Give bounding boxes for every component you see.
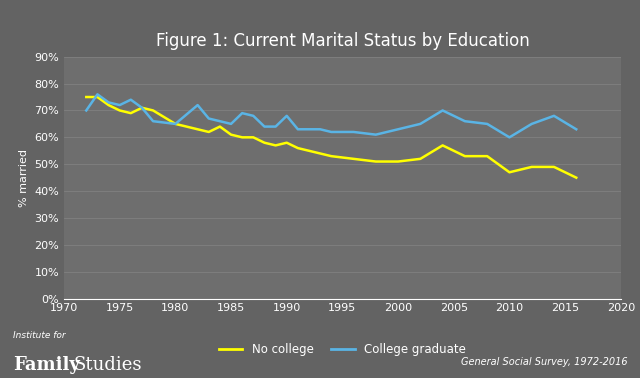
No college	[372, 159, 380, 164]
No college	[216, 124, 224, 129]
College graduate	[238, 111, 246, 115]
No college	[316, 151, 324, 156]
No college	[205, 130, 212, 134]
No college	[194, 127, 202, 132]
College graduate	[550, 113, 558, 118]
College graduate	[294, 127, 301, 132]
College graduate	[283, 113, 291, 118]
College graduate	[149, 119, 157, 124]
College graduate	[93, 92, 101, 97]
College graduate	[272, 124, 280, 129]
College graduate	[172, 122, 179, 126]
College graduate	[105, 100, 113, 105]
No college	[294, 146, 301, 150]
No college	[506, 170, 513, 175]
College graduate	[227, 122, 235, 126]
No college	[528, 165, 536, 169]
No college	[550, 165, 558, 169]
Line: No college: No college	[86, 97, 576, 178]
College graduate	[394, 127, 402, 132]
No college	[105, 103, 113, 107]
College graduate	[116, 103, 124, 107]
No college	[116, 108, 124, 113]
College graduate	[528, 122, 536, 126]
College graduate	[205, 116, 212, 121]
College graduate	[572, 127, 580, 132]
No college	[238, 135, 246, 139]
College graduate	[506, 135, 513, 139]
College graduate	[260, 124, 268, 129]
College graduate	[138, 105, 146, 110]
College graduate	[328, 130, 335, 134]
Title: Figure 1: Current Marital Status by Education: Figure 1: Current Marital Status by Educ…	[156, 32, 529, 50]
No college	[394, 159, 402, 164]
No college	[417, 156, 424, 161]
Text: Studies: Studies	[74, 356, 142, 374]
No college	[439, 143, 447, 148]
College graduate	[349, 130, 357, 134]
College graduate	[127, 98, 134, 102]
College graduate	[250, 113, 257, 118]
No college	[272, 143, 280, 148]
No college	[328, 154, 335, 158]
No college	[283, 141, 291, 145]
College graduate	[372, 132, 380, 137]
No college	[260, 141, 268, 145]
No college	[138, 105, 146, 110]
Text: Family: Family	[13, 356, 79, 374]
College graduate	[439, 108, 447, 113]
College graduate	[194, 103, 202, 107]
No college	[461, 154, 468, 158]
Text: Institute for: Institute for	[13, 331, 65, 340]
No college	[572, 175, 580, 180]
Legend: No college, College graduate: No college, College graduate	[214, 338, 471, 361]
No college	[172, 122, 179, 126]
No college	[483, 154, 491, 158]
College graduate	[461, 119, 468, 124]
Line: College graduate: College graduate	[86, 94, 576, 137]
No college	[250, 135, 257, 139]
No college	[83, 95, 90, 99]
College graduate	[483, 122, 491, 126]
No college	[93, 95, 101, 99]
Y-axis label: % married: % married	[19, 149, 29, 207]
College graduate	[216, 119, 224, 124]
No college	[349, 156, 357, 161]
No college	[227, 132, 235, 137]
College graduate	[316, 127, 324, 132]
No college	[149, 108, 157, 113]
College graduate	[83, 108, 90, 113]
Text: General Social Survey, 1972-2016: General Social Survey, 1972-2016	[461, 357, 627, 367]
College graduate	[417, 122, 424, 126]
No college	[127, 111, 134, 115]
